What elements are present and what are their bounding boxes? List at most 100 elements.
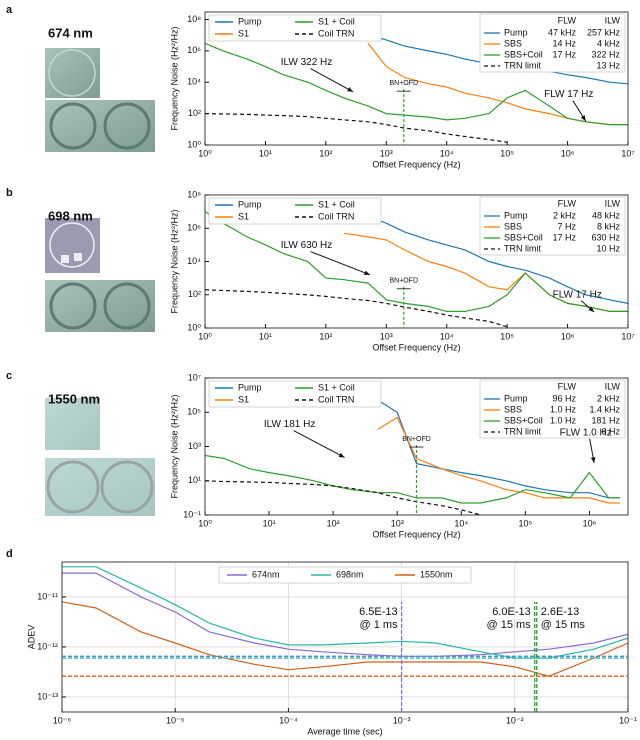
- table-cell: 8 kHz: [597, 221, 621, 231]
- y-axis-label: Frequency Noise (Hz²/Hz): [169, 209, 179, 313]
- legend-label: S1: [238, 28, 249, 38]
- wavelength-label: 1550 nm: [48, 391, 100, 406]
- reference-label: @ 15 ms: [487, 619, 532, 631]
- y-tick-label: 10⁸: [187, 189, 201, 199]
- table-header: ILW: [605, 198, 621, 208]
- x-axis-label: Offset Frequency (Hz): [372, 159, 460, 169]
- photo-ring: [48, 49, 96, 97]
- table-row-name: Pump: [504, 27, 528, 37]
- annotation: BN+OFD: [402, 436, 431, 443]
- photo-ring: [49, 102, 97, 150]
- photo: [45, 48, 100, 98]
- arrow-head: [347, 87, 354, 92]
- photo: [45, 218, 100, 273]
- photo: [45, 458, 155, 516]
- y-tick-label: 10⁻¹¹: [37, 591, 58, 601]
- series-line: [62, 572, 628, 657]
- table-row-name: SBS+Coil: [504, 232, 543, 242]
- table-box: [479, 379, 626, 439]
- x-tick-label: 10⁶: [561, 148, 575, 158]
- table-row-name: SBS+Coil: [504, 415, 543, 425]
- y-tick-label: 10⁻¹³: [37, 691, 58, 701]
- arrow-head: [363, 270, 370, 275]
- legend-label: S1: [238, 394, 249, 404]
- table-cell: 1.4 kHz: [589, 404, 620, 414]
- series-line: [205, 454, 620, 504]
- table-cell: 6 Hz: [601, 426, 620, 436]
- series-line: [205, 289, 508, 328]
- table-cell: 1.0 Hz: [550, 415, 577, 425]
- table-cell: 47 kHz: [548, 27, 577, 37]
- table-header: ILW: [605, 15, 621, 25]
- y-tick-label: 10¹: [188, 475, 201, 485]
- x-tick-label: 10²: [327, 518, 340, 528]
- table-box: [479, 13, 626, 73]
- legend-label: 674nm: [252, 569, 280, 579]
- x-tick-label: 10³: [391, 518, 404, 528]
- annotation-arrow: [310, 68, 354, 93]
- x-tick-label: 10⁷: [621, 148, 634, 158]
- x-tick-label: 10²: [319, 148, 332, 158]
- table-cell: 17 Hz: [552, 232, 576, 242]
- y-axis-label: ADEV: [26, 625, 36, 650]
- series-line: [62, 601, 628, 677]
- photos: [45, 48, 155, 516]
- photo-ring: [103, 282, 151, 330]
- y-tick-label: 10⁻¹²: [37, 641, 58, 651]
- arrow-head: [588, 306, 595, 313]
- x-tick-label: 10²: [319, 331, 332, 341]
- annotation-arrow: [293, 430, 345, 458]
- table-box: [479, 196, 626, 256]
- x-tick-label: 10³: [380, 331, 393, 341]
- table-row-name: SBS: [504, 404, 522, 414]
- y-tick-label: 10⁴: [187, 256, 201, 266]
- y-tick-label: 10⁰: [187, 322, 201, 332]
- panel-label: c: [6, 370, 12, 382]
- y-tick-label: 10²: [188, 108, 201, 118]
- annotation: BN+OFD: [390, 80, 419, 87]
- x-axis-label: Offset Frequency (Hz): [372, 529, 460, 539]
- reference-label: 6.0E-13: [492, 606, 531, 618]
- photo: [45, 280, 155, 332]
- x-tick-label: 10⁻⁶: [53, 715, 72, 725]
- table-cell: 2 kHz: [597, 393, 621, 403]
- annotation: ILW 322 Hz: [281, 57, 333, 68]
- y-axis-label: Frequency Noise (Hz²/Hz): [169, 26, 179, 130]
- reference-label: 6.5E-13: [359, 606, 398, 618]
- x-tick-label: 10⁴: [440, 331, 454, 341]
- table-header: FLW: [558, 15, 577, 25]
- table-cell: 48 kHz: [592, 210, 621, 220]
- x-tick-label: 10⁴: [440, 148, 454, 158]
- legend-box: [208, 197, 382, 225]
- panel-label: d: [6, 548, 13, 560]
- table-row-name: Pump: [504, 393, 528, 403]
- wavelength-label: 698 nm: [48, 208, 93, 223]
- table-row-name: TRN limit: [504, 426, 541, 436]
- reference-label: @ 15 ms: [541, 619, 586, 631]
- x-tick-label: 10⁰: [198, 331, 212, 341]
- y-tick-label: 10⁴: [187, 77, 201, 87]
- x-tick-label: 10⁰: [198, 518, 212, 528]
- series-line: [377, 416, 620, 504]
- legend-label: Pump: [238, 16, 262, 26]
- legend-label: Coil TRN: [318, 211, 354, 221]
- table-cell: 181 Hz: [591, 415, 620, 425]
- legend-label: Coil TRN: [318, 28, 354, 38]
- legend-box: [208, 380, 382, 408]
- x-tick-label: 10⁻¹: [619, 715, 637, 725]
- table-row-name: TRN limit: [504, 243, 541, 253]
- legend-label: 698nm: [336, 569, 364, 579]
- x-tick-label: 10⁵: [500, 331, 514, 341]
- table-cell: 4 kHz: [597, 38, 621, 48]
- table-header: FLW: [558, 198, 577, 208]
- y-tick-label: 10⁻¹: [183, 509, 201, 519]
- photo-pad: [61, 255, 69, 263]
- table-cell: 1.0 Hz: [550, 404, 577, 414]
- plot-frame: [61, 561, 629, 713]
- table-cell: 17 Hz: [552, 49, 576, 59]
- legend-label: Coil TRN: [318, 394, 354, 404]
- y-tick-label: 10⁰: [187, 139, 201, 149]
- photo: [45, 398, 100, 450]
